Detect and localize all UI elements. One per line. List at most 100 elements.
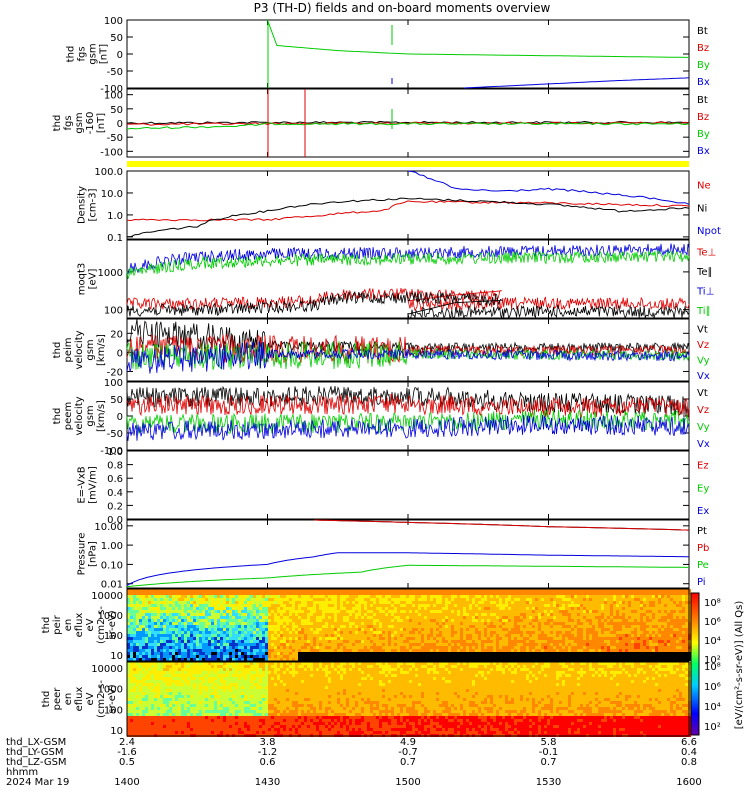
heat-cell — [631, 598, 634, 601]
heat-cell — [613, 610, 616, 613]
heat-cell — [466, 649, 469, 652]
heat-cell — [493, 613, 496, 616]
heat-cell — [373, 652, 376, 655]
heat-cell — [361, 592, 364, 595]
heat-cell — [607, 631, 610, 634]
heat-cell — [658, 631, 661, 634]
heat-cell — [664, 655, 667, 658]
heat-cell — [139, 634, 142, 637]
heat-cell — [394, 595, 397, 598]
heat-cell — [403, 616, 406, 619]
heat-cell — [469, 592, 472, 595]
heat-cell — [640, 640, 643, 643]
heat-cell — [496, 619, 499, 622]
heat-cell — [223, 643, 226, 646]
heat-cell — [469, 616, 472, 619]
heat-cell — [220, 643, 223, 646]
heat-cell — [379, 652, 382, 655]
y-tick-label: 10.00 — [94, 522, 123, 533]
heat-cell — [400, 604, 403, 607]
heat-cell — [490, 649, 493, 652]
heat-cell — [337, 631, 340, 634]
heat-cell — [220, 640, 223, 643]
heat-cell — [148, 595, 151, 598]
heat-cell — [130, 604, 133, 607]
heat-cell — [202, 652, 205, 655]
heat-cell — [673, 625, 676, 628]
heat-cell — [403, 607, 406, 610]
heat-cell — [346, 643, 349, 646]
heat-cell — [385, 628, 388, 631]
heat-cell — [259, 616, 262, 619]
heat-cell — [286, 589, 289, 592]
heat-cell — [388, 658, 391, 661]
heat-cell — [583, 637, 586, 640]
heat-cell — [184, 610, 187, 613]
heat-cell — [415, 598, 418, 601]
heat-cell — [175, 619, 178, 622]
heat-cell — [340, 619, 343, 622]
heat-cell — [427, 613, 430, 616]
heat-cell — [268, 640, 271, 643]
heat-cell — [334, 592, 337, 595]
heat-cell — [439, 592, 442, 595]
heat-cell — [619, 646, 622, 649]
heat-cell — [409, 610, 412, 613]
heat-cell — [238, 601, 241, 604]
heat-cell — [559, 595, 562, 598]
heat-cell — [472, 595, 475, 598]
heat-cell — [301, 625, 304, 628]
heat-cell — [382, 643, 385, 646]
heat-cell — [592, 601, 595, 604]
heat-cell — [328, 613, 331, 616]
heat-cell — [481, 658, 484, 661]
heat-cell — [385, 646, 388, 649]
heat-cell — [133, 668, 136, 671]
heat-cell — [409, 613, 412, 616]
heat-cell — [433, 652, 436, 655]
heat-cell — [127, 698, 130, 701]
heat-cell — [262, 616, 265, 619]
heat-cell — [283, 655, 286, 658]
heat-cell — [667, 607, 670, 610]
heat-cell — [295, 640, 298, 643]
heat-cell — [520, 613, 523, 616]
heat-cell — [424, 598, 427, 601]
heat-cell — [451, 643, 454, 646]
heat-cell — [214, 631, 217, 634]
heat-cell — [244, 649, 247, 652]
heat-cell — [325, 637, 328, 640]
heat-cell — [157, 601, 160, 604]
heat-cell — [265, 589, 268, 592]
heat-cell — [160, 622, 163, 625]
heat-cell — [292, 610, 295, 613]
series-Ni — [126, 197, 690, 238]
heat-cell — [160, 628, 163, 631]
heat-cell — [505, 601, 508, 604]
heat-cell — [367, 622, 370, 625]
heat-cell — [154, 592, 157, 595]
heat-cell — [142, 686, 145, 689]
heat-cell — [157, 640, 160, 643]
heat-cell — [499, 598, 502, 601]
heat-cell — [412, 616, 415, 619]
heat-cell — [268, 619, 271, 622]
heat-cell — [283, 631, 286, 634]
heat-cell — [565, 649, 568, 652]
heat-cell — [598, 631, 601, 634]
heat-cell — [289, 610, 292, 613]
heat-cell — [535, 610, 538, 613]
heat-cell — [319, 610, 322, 613]
heat-cell — [268, 649, 271, 652]
heat-cell — [652, 610, 655, 613]
heat-cell — [313, 640, 316, 643]
heat-cell — [316, 595, 319, 598]
heat-cell — [649, 607, 652, 610]
heat-cell — [502, 622, 505, 625]
heat-cell — [403, 601, 406, 604]
heat-cell — [184, 595, 187, 598]
heat-cell — [187, 628, 190, 631]
heat-cell — [520, 655, 523, 658]
heat-cell — [325, 646, 328, 649]
heat-cell — [175, 607, 178, 610]
